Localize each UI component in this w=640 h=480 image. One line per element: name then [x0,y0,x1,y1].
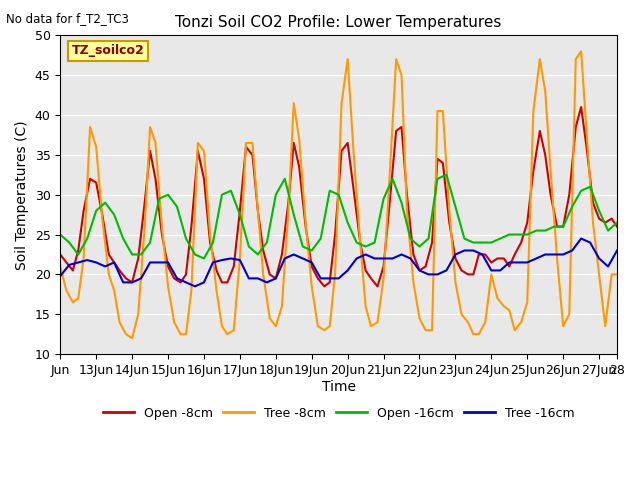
Tree -16cm [236,257,244,263]
Tree -16cm [452,252,460,257]
Open -8cm [290,140,298,146]
Open -16cm [326,188,333,193]
Tree -16cm [326,276,333,281]
Tree -8cm [128,336,136,341]
Tree -16cm [56,273,64,279]
Tree -16cm [604,264,612,269]
Open -16cm [604,228,612,233]
Open -8cm [56,252,64,257]
Open -8cm [481,252,489,257]
Title: Tonzi Soil CO2 Profile: Lower Temperatures: Tonzi Soil CO2 Profile: Lower Temperatur… [175,15,502,30]
Tree -8cm [278,303,285,309]
Open -8cm [152,176,159,181]
Tree -8cm [613,272,621,277]
Tree -16cm [344,267,351,273]
Tree -8cm [481,319,489,325]
Tree -16cm [613,248,621,253]
Tree -16cm [191,284,199,289]
Open -16cm [344,220,351,226]
Open -16cm [461,236,468,241]
Open -8cm [272,276,280,281]
Open -16cm [218,192,226,198]
Open -8cm [321,284,328,289]
Tree -8cm [397,72,405,78]
Open -16cm [56,232,64,238]
Open -8cm [200,176,208,181]
Tree -8cm [577,48,585,54]
Open -16cm [200,255,208,261]
Text: TZ_soilco2: TZ_soilco2 [72,45,144,58]
Y-axis label: Soil Temperatures (C): Soil Temperatures (C) [15,120,29,270]
Tree -8cm [56,264,64,269]
X-axis label: Time: Time [322,380,356,394]
Open -8cm [397,124,405,130]
Tree -8cm [206,232,214,238]
Open -16cm [613,220,621,226]
Line: Open -16cm: Open -16cm [60,175,617,258]
Line: Tree -16cm: Tree -16cm [60,239,617,287]
Legend: Open -8cm, Tree -8cm, Open -16cm, Tree -16cm: Open -8cm, Tree -8cm, Open -16cm, Tree -… [97,402,580,425]
Text: No data for f_T2_TC3: No data for f_T2_TC3 [6,12,129,25]
Line: Open -8cm: Open -8cm [60,107,617,287]
Open -8cm [613,224,621,229]
Open -8cm [577,104,585,110]
Tree -8cm [295,136,303,142]
Tree -8cm [158,224,166,229]
Open -16cm [236,212,244,217]
Tree -16cm [577,236,585,241]
Tree -16cm [218,257,226,263]
Line: Tree -8cm: Tree -8cm [60,51,617,338]
Open -16cm [443,172,451,178]
